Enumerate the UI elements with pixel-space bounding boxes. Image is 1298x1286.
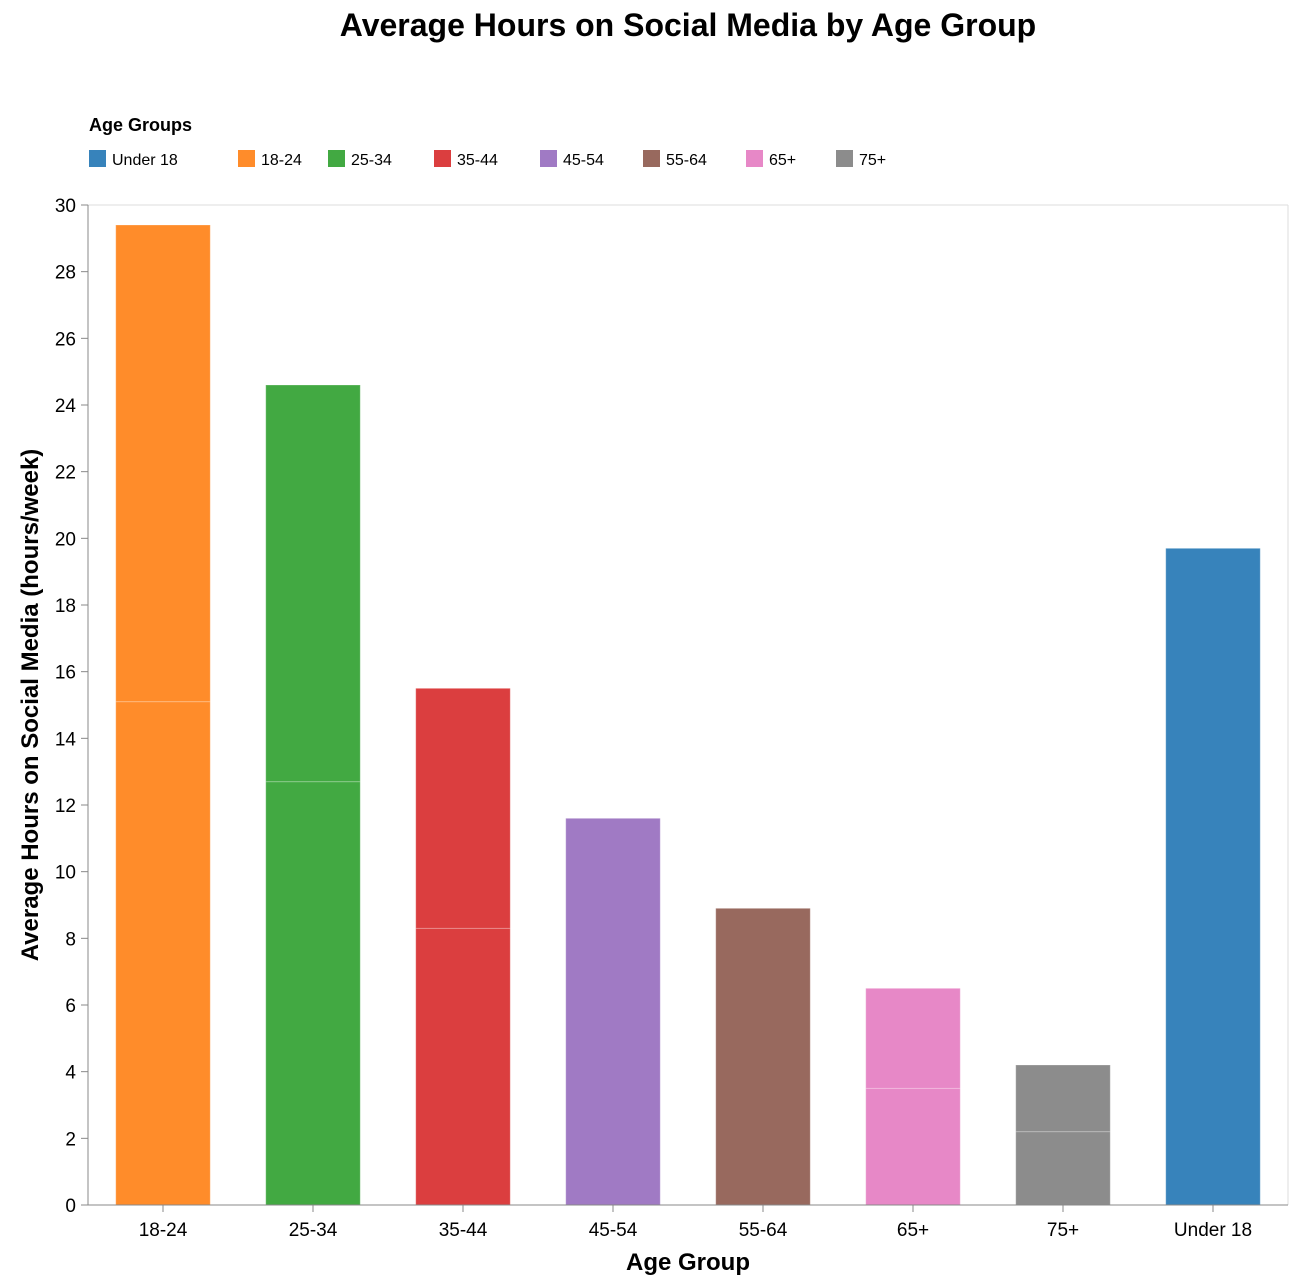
bar-segment (415, 927, 511, 1206)
bar-segment (115, 224, 211, 703)
legend-entry: 65+ (746, 150, 796, 169)
bar-25-34 (265, 384, 361, 1206)
bar-segment (1165, 547, 1261, 1206)
x-tick-label: 18-24 (139, 1220, 188, 1241)
bar-segment (565, 817, 661, 1206)
y-tick-label: 6 (65, 996, 76, 1017)
bar-segment (415, 687, 511, 929)
bar-segment (865, 987, 961, 1089)
legend-label: 18-24 (261, 152, 302, 169)
legend-swatch (746, 150, 763, 167)
bar-75+ (1015, 1064, 1111, 1206)
y-tick-label: 12 (55, 796, 76, 817)
x-tick-label: 35-44 (439, 1220, 488, 1241)
y-tick-label: 28 (55, 263, 76, 284)
y-tick-label: 20 (55, 529, 76, 550)
bar-Under 18 (1165, 547, 1261, 1206)
bar-segment (715, 907, 811, 1206)
y-tick-label: 30 (55, 196, 76, 217)
bar-segment (115, 701, 211, 1206)
y-tick-label: 16 (55, 663, 76, 684)
y-tick-label: 8 (65, 929, 76, 950)
bar-segment (865, 1087, 961, 1206)
x-tick-label: 45-54 (589, 1220, 638, 1241)
chart-title: Average Hours on Social Media by Age Gro… (340, 7, 1036, 43)
legend-entry: 35-44 (434, 150, 498, 169)
legend-entry: 25-34 (328, 150, 392, 169)
legend-swatch (328, 150, 345, 167)
bar-segment (265, 781, 361, 1206)
x-tick-label: Under 18 (1174, 1220, 1252, 1241)
x-axis-title: Age Group (626, 1249, 750, 1276)
x-tick-label: 65+ (897, 1220, 929, 1241)
x-tick-label: 55-64 (739, 1220, 788, 1241)
x-axis: 18-24 25-34 35-44 45-54 55-64 65+ 75+ Under 18 (88, 1204, 1288, 1241)
legend-swatch (89, 150, 106, 167)
legend-swatch (643, 150, 660, 167)
bar-segment (1015, 1131, 1111, 1206)
y-tick-label: 2 (65, 1129, 76, 1150)
y-tick-label: 26 (55, 329, 76, 350)
y-tick-label: 4 (65, 1063, 76, 1084)
legend-label: 25-34 (351, 152, 392, 169)
legend-swatch (434, 150, 451, 167)
x-tick-label: 75+ (1047, 1220, 1079, 1241)
bar-45-54 (565, 817, 661, 1206)
y-tick-label: 10 (55, 863, 76, 884)
legend-label: Under 18 (112, 152, 178, 169)
y-tick-label: 0 (65, 1196, 76, 1217)
plot-frame (88, 204, 1289, 1205)
y-axis-title: Average Hours on Social Media (hours/wee… (17, 449, 44, 962)
x-tick-label: 25-34 (289, 1220, 338, 1241)
legend-label: 55-64 (666, 152, 707, 169)
legend-swatch (238, 150, 255, 167)
legend-swatch (540, 150, 557, 167)
legend-entry: 45-54 (540, 150, 604, 169)
legend-swatch (836, 150, 853, 167)
legend: Age Groups Under 18 18-24 25-34 35-44 45-54 5… (89, 115, 886, 169)
y-tick-label: 22 (55, 463, 76, 484)
y-tick-label: 24 (55, 396, 77, 417)
y-tick-label: 18 (55, 596, 76, 617)
bar-segment (265, 384, 361, 783)
legend-entry: 18-24 (238, 150, 302, 169)
legend-label: 35-44 (457, 152, 498, 169)
legend-label: 65+ (769, 152, 796, 169)
bar-18-24 (115, 224, 211, 1206)
bar-segment (1015, 1064, 1111, 1133)
legend-entry: 75+ (836, 150, 886, 169)
bar-35-44 (415, 687, 511, 1206)
bars (115, 224, 1261, 1206)
legend-entry: Under 18 (89, 150, 178, 169)
legend-label: 45-54 (563, 152, 604, 169)
bar-65+ (865, 987, 961, 1206)
bar-55-64 (715, 907, 811, 1206)
legend-entry: 55-64 (643, 150, 707, 169)
legend-title: Age Groups (89, 115, 192, 135)
y-tick-label: 14 (55, 729, 77, 750)
legend-label: 75+ (859, 152, 886, 169)
